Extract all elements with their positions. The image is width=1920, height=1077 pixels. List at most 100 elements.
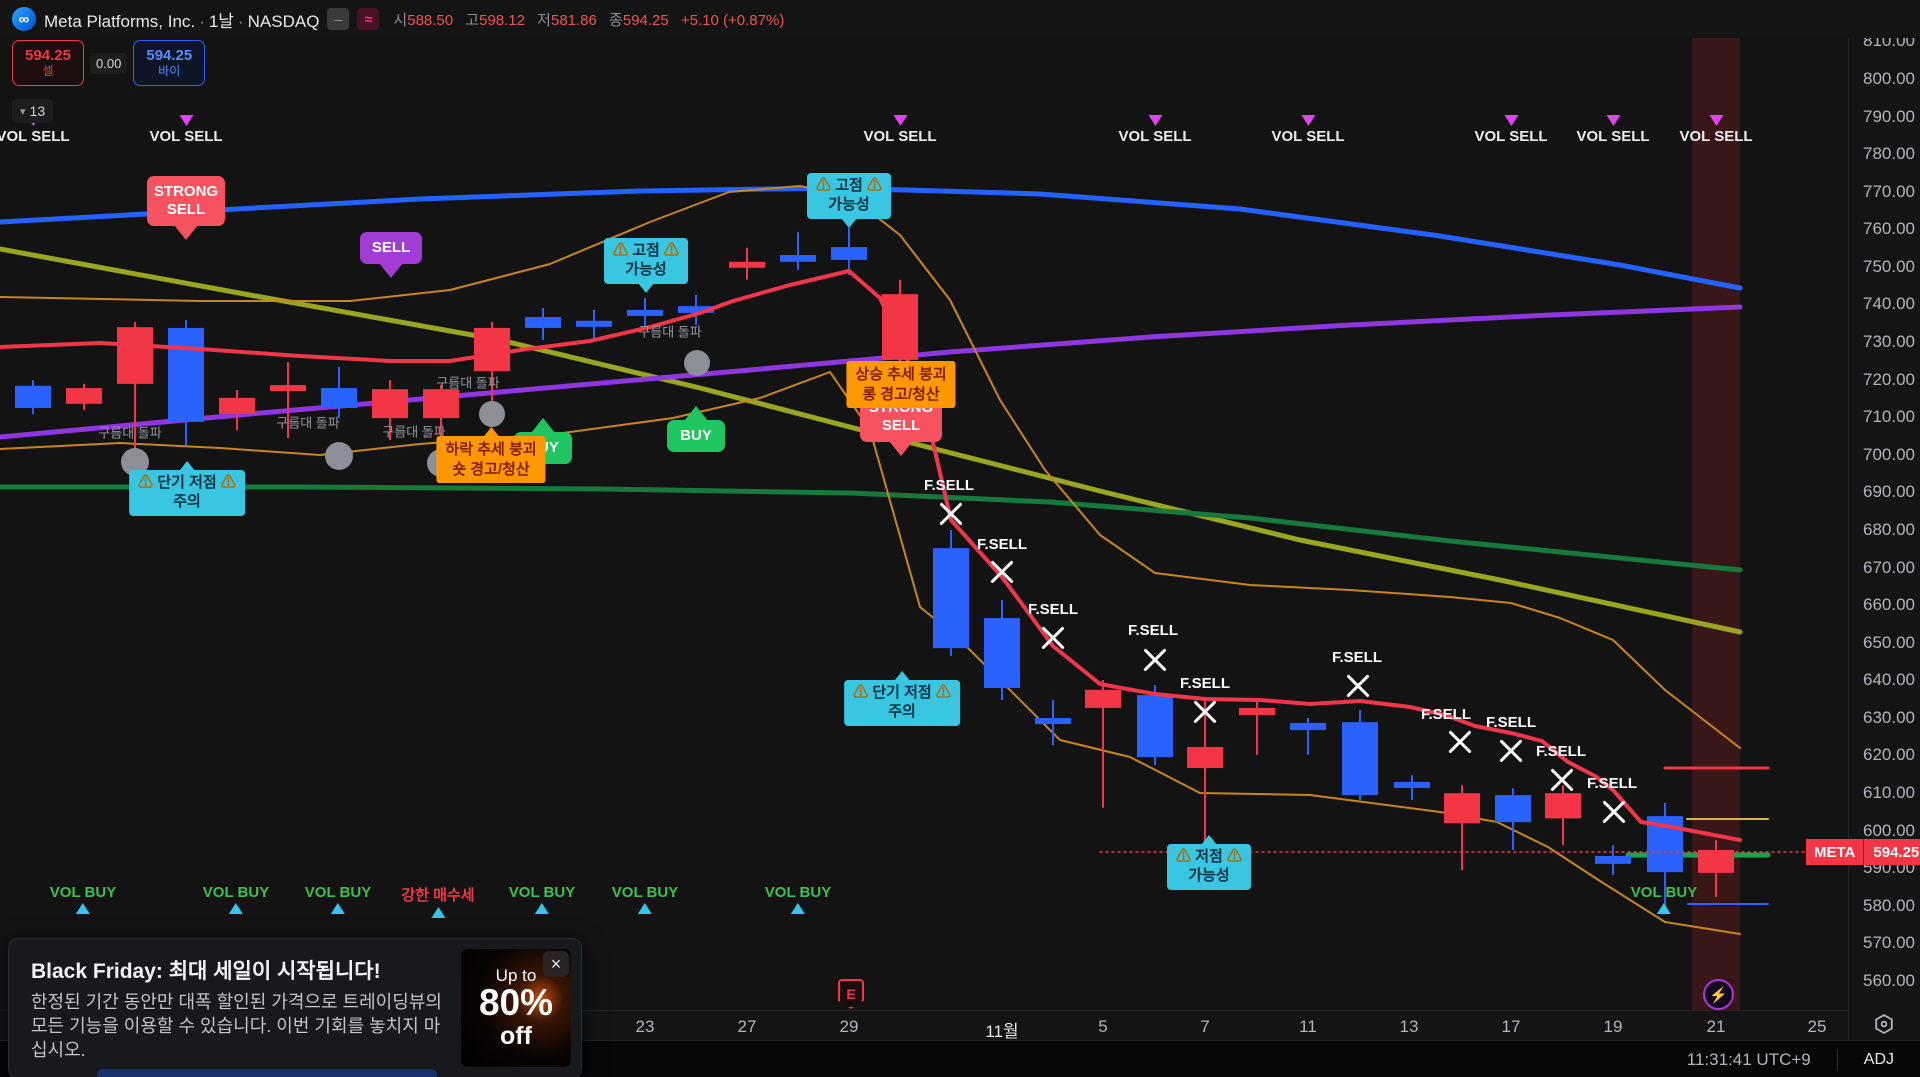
candle: [1085, 680, 1121, 808]
candle: [1495, 788, 1531, 850]
price-tick: 690.00: [1863, 482, 1915, 502]
caution-label: ⚠ 고점 ⚠ 가능성: [807, 173, 891, 228]
price-tick: 560.00: [1863, 970, 1915, 990]
sell-button[interactable]: 594.25 셀: [12, 40, 84, 86]
candle: [474, 321, 510, 416]
time-tick: 19: [1603, 1017, 1623, 1036]
candle-body: [270, 385, 306, 392]
price-tick: 790.00: [1863, 106, 1915, 126]
price-tick: 680.00: [1863, 519, 1915, 539]
cloud-breakout-dot: [479, 401, 505, 427]
candle: [1394, 775, 1430, 800]
pointer: [841, 217, 857, 228]
fsell-x-icon: [938, 501, 964, 527]
vol-sell-marker: VOL SELL: [863, 115, 937, 145]
buy-button[interactable]: 594.25 바이: [133, 40, 206, 86]
ad-title: Black Friday: 최대 세일이 시작됩니다!: [31, 960, 381, 983]
ad-body: 한정된 기간 동안만 대폭 할인된 가격으로 트레이딩뷰의 모든 기능을 이용할…: [31, 992, 442, 1060]
candle-body: [1545, 793, 1581, 819]
highlight-column: [1692, 38, 1740, 1010]
earnings-icon[interactable]: E: [838, 979, 864, 1009]
fsell-label: F.SELL: [1420, 706, 1472, 723]
price-tick: 610.00: [1863, 783, 1915, 803]
time-tick: 11월: [985, 1022, 1019, 1041]
candle: [117, 321, 153, 460]
up-triangle-icon: [638, 903, 652, 914]
price-tick: 640.00: [1863, 670, 1915, 690]
balloon-pointer: [531, 418, 555, 433]
candle-body: [780, 255, 816, 262]
time-tick: 13: [1399, 1017, 1419, 1036]
boost-icon[interactable]: ⚡: [1703, 979, 1734, 1010]
up-triangle-icon: [229, 903, 243, 914]
signal-balloon-red: STRONG SELL: [860, 392, 942, 456]
indicator-count-button[interactable]: ▾ 13: [12, 99, 54, 123]
candle: [882, 279, 918, 381]
symbol-title[interactable]: Meta Platforms, Inc. · 1날 · NASDAQ: [44, 11, 320, 31]
fsell-label: F.SELL: [1179, 675, 1231, 692]
up-triangle-icon: [535, 903, 549, 914]
fsell-x-icon: [989, 559, 1015, 585]
vol-buy-marker: VOL BUY: [765, 884, 831, 914]
price-tick: 740.00: [1863, 294, 1915, 314]
ma-green: [0, 484, 1743, 573]
caution-label: ⚠ 단기 저점 ⚠ 주의: [844, 671, 960, 726]
candle-body: [1239, 707, 1275, 716]
candle: [1444, 785, 1480, 871]
low-value: 581.86: [550, 11, 597, 29]
exchange-label: NASDAQ: [247, 11, 320, 31]
ad-cta-button[interactable]: [97, 1069, 437, 1077]
price-tick: 730.00: [1863, 332, 1915, 352]
candle: [168, 320, 204, 446]
ma-olive: [0, 246, 1743, 635]
balloon-pointer: [379, 263, 403, 278]
candle: [1342, 710, 1378, 800]
price-tick: 600.00: [1863, 820, 1915, 840]
adj-toggle[interactable]: ADJ: [1863, 1050, 1894, 1068]
meta-logo-icon: ∞: [12, 7, 36, 31]
price-tick: 750.00: [1863, 256, 1915, 276]
candle-body: [474, 327, 510, 372]
price-tick: 650.00: [1863, 632, 1915, 652]
minimize-icon[interactable]: –: [327, 8, 350, 30]
close-icon[interactable]: ×: [543, 951, 569, 977]
candle: [984, 600, 1020, 700]
clock: 11:31:41 UTC+9: [1686, 1049, 1811, 1069]
cloud-breakout-label: 구름대 돌파: [436, 375, 500, 391]
last-price-badge: META 594.25: [1806, 839, 1920, 865]
pointer: [638, 282, 654, 293]
axis-settings-button[interactable]: [1872, 1012, 1896, 1041]
candle: [780, 232, 816, 271]
symbol-header-bar: ∞ Meta Platforms, Inc. · 1날 · NASDAQ – ≈ 시58…: [0, 0, 1920, 38]
time-tick: 5: [1098, 1017, 1108, 1036]
magnet-icon[interactable]: ≈: [357, 8, 380, 30]
price-tick: 670.00: [1863, 557, 1915, 577]
cloud-breakout-dot: [684, 350, 710, 376]
pointer: [1201, 835, 1217, 845]
candle-body: [1290, 722, 1326, 731]
signal-balloon-purple: SELL: [360, 232, 422, 278]
band-upper: [0, 185, 1741, 749]
candle: [1187, 696, 1223, 843]
candle: [525, 308, 561, 340]
candle: [321, 367, 357, 419]
cloud-breakout-label: 구름대 돌파: [98, 425, 162, 441]
price-tick: 760.00: [1863, 219, 1915, 239]
interval-label[interactable]: 1날: [208, 11, 234, 31]
price-tick: 570.00: [1863, 933, 1915, 953]
vol-buy-marker: VOL BUY: [509, 884, 575, 914]
down-triangle-icon: [178, 115, 193, 126]
price-tick: 700.00: [1863, 444, 1915, 464]
price-axis[interactable]: USD ▾ 810.00800.00790.00780.00770.00760.…: [1848, 0, 1920, 1040]
fsell-label: F.SELL: [1535, 743, 1587, 760]
candle: [423, 384, 459, 463]
balloon-pointer: [684, 406, 708, 421]
candle-body: [15, 385, 51, 408]
candle: [1137, 684, 1173, 766]
fsell-label: F.SELL: [1485, 714, 1537, 731]
candle: [1035, 699, 1071, 746]
candle-body: [321, 388, 357, 408]
candle: [1595, 845, 1631, 876]
fsell-label: F.SELL: [1331, 649, 1383, 666]
